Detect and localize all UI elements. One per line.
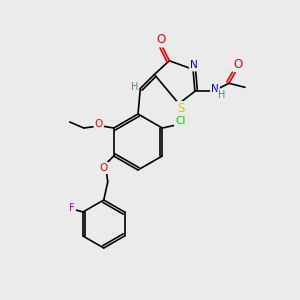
Text: O: O	[94, 119, 103, 129]
Text: N: N	[190, 60, 198, 70]
Text: O: O	[157, 33, 166, 46]
Text: H: H	[218, 90, 226, 100]
Text: S: S	[177, 102, 184, 115]
Text: N: N	[211, 84, 219, 94]
Text: O: O	[233, 58, 243, 71]
Text: O: O	[100, 163, 108, 173]
Text: H: H	[130, 82, 138, 92]
Text: F: F	[69, 203, 75, 213]
Text: Cl: Cl	[175, 116, 185, 126]
